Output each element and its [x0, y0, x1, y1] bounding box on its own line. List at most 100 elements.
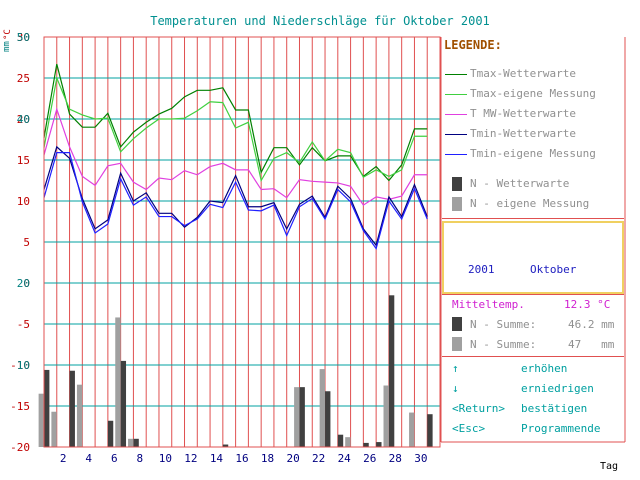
y-tick-label-temp: 15: [17, 154, 30, 167]
y-tick-label-precip: 20: [17, 277, 30, 290]
precip-bar-own: [115, 317, 121, 447]
legend-label-tmin-own: Tmin-eigene Messung: [470, 147, 596, 160]
y-tick-label-precip: 10: [17, 359, 30, 372]
legend-label-tmax-own: Tmax-eigene Messung: [470, 87, 596, 100]
precip-bar-ww: [363, 442, 369, 447]
sum-own-value: 47 mm: [568, 338, 615, 351]
precip-bar-ww: [133, 438, 139, 447]
y-tick-label-temp: 20: [17, 113, 30, 126]
y-tick-label-temp: 25: [17, 72, 30, 85]
precip-bar-own: [128, 438, 134, 447]
mean-temp-label: Mitteltemp.: [452, 298, 525, 311]
key-down-action: erniedrigen: [521, 382, 594, 395]
legend-line-tmax-own: [445, 94, 467, 95]
sum-ww-value: 46.2 mm: [568, 318, 615, 331]
precip-bar-own: [409, 412, 415, 447]
precip-bar-ww: [69, 370, 75, 447]
key-return-action: bestätigen: [521, 402, 588, 415]
precip-bar-ww: [337, 434, 344, 447]
y-tick-label-temp: -20: [10, 441, 30, 454]
legend-label-n-ww: N - Wetterwarte: [470, 177, 570, 190]
legend-line-tmw-ww: [445, 114, 467, 115]
xlabel: Tag: [600, 461, 619, 472]
y-tick-label-temp: -5: [17, 318, 30, 331]
legend-label-tmw-ww: T MW-Wetterwarte: [470, 107, 576, 120]
key-esc: <Esc>: [452, 422, 486, 435]
precip-bar-ww: [427, 414, 433, 447]
x-tick-label: 4: [85, 452, 92, 465]
y-tick-label-temp: -15: [10, 400, 30, 413]
y-tick-label-temp: 30: [17, 31, 30, 44]
legend-swatch-n-own: [452, 197, 462, 211]
legend-label-n-own: N - eigene Messung: [470, 197, 590, 210]
precip-bar-own: [294, 387, 300, 447]
sum-own-swatch: [452, 337, 462, 351]
precip-bar-own: [51, 411, 57, 447]
x-tick-label: 24: [338, 452, 352, 465]
ylabel-temp: °C: [3, 29, 13, 40]
precip-bar-own: [76, 384, 83, 447]
sum-ww-swatch: [452, 317, 462, 331]
key-return: <Return>: [452, 402, 505, 415]
x-tick-label: 28: [389, 452, 402, 465]
precip-bar-own: [38, 393, 44, 447]
divider: [442, 218, 624, 219]
divider: [442, 356, 624, 357]
x-tick-label: 10: [159, 452, 172, 465]
precip-bar-own: [319, 369, 326, 447]
y-tick-label-temp: 10: [17, 195, 30, 208]
sum-own-label: N - Summe:: [470, 338, 537, 351]
series-line-4: [43, 152, 428, 250]
y-tick-label-precip: 50: [17, 31, 30, 44]
precip-bar-ww: [325, 391, 331, 447]
y-tick-label-temp: 0: [23, 277, 30, 290]
period-month: Oktober: [530, 263, 577, 276]
x-tick-label: 30: [414, 452, 427, 465]
y-tick-label-temp: -10: [10, 359, 30, 372]
precip-bar-ww: [299, 387, 305, 447]
x-tick-label: 6: [111, 452, 118, 465]
precip-bar-ww: [44, 369, 50, 447]
precip-bar-ww: [120, 360, 127, 447]
y-tick-label-precip: 40: [17, 113, 30, 126]
precip-bar-own: [345, 437, 351, 447]
legend-line-tmin-ww: [445, 134, 467, 135]
key-esc-action: Programmende: [521, 422, 601, 435]
mean-temp-value: 12.3 °C: [564, 298, 611, 311]
key-up-action: erhöhen: [521, 362, 568, 375]
legend-header: LEGENDE:: [444, 38, 502, 52]
legend-label-tmin-ww: Tmin-Wetterwarte: [470, 127, 576, 140]
ylabel-precip: mm: [2, 41, 12, 52]
x-tick-label: 12: [184, 452, 197, 465]
period-box[interactable]: [442, 221, 624, 294]
x-tick-label: 8: [136, 452, 143, 465]
x-tick-label: 14: [210, 452, 224, 465]
precip-bar-ww: [222, 444, 229, 447]
legend-line-tmin-own: [445, 154, 467, 155]
legend-label-tmax-ww: Tmax-Wetterwarte: [470, 67, 576, 80]
precip-bar-ww: [107, 420, 114, 447]
key-down-icon: ↓: [452, 382, 459, 395]
divider: [442, 294, 624, 295]
legend-swatch-n-ww: [452, 177, 462, 191]
legend-line-tmax-ww: [445, 74, 467, 75]
series-line-2: [43, 107, 428, 206]
x-tick-label: 20: [286, 452, 299, 465]
x-tick-label: 18: [261, 452, 274, 465]
x-tick-label: 2: [60, 452, 67, 465]
key-up-icon: ↑: [452, 362, 459, 375]
x-tick-label: 16: [235, 452, 248, 465]
x-tick-label: 26: [363, 452, 376, 465]
chart-title: Temperaturen und Niederschläge für Oktob…: [150, 14, 490, 28]
series-line-1: [43, 75, 428, 183]
series-line-3: [43, 145, 428, 247]
precip-bar-ww: [376, 442, 382, 447]
period-year: 2001: [468, 263, 495, 276]
y-tick-label-temp: 5: [23, 236, 30, 249]
sum-ww-label: N - Summe:: [470, 318, 537, 331]
precip-bar-own: [383, 385, 389, 447]
precip-bar-ww: [388, 295, 395, 447]
x-tick-label: 22: [312, 452, 325, 465]
plot-frame: [43, 36, 441, 448]
